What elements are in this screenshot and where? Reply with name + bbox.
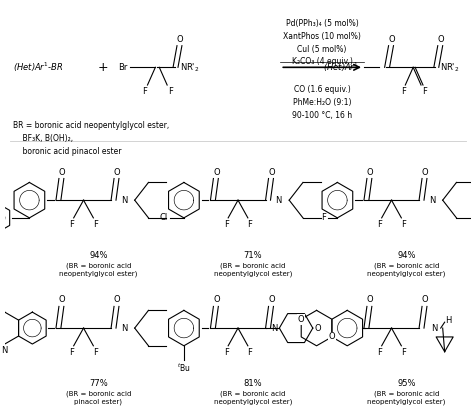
Text: (BR = boronic acid
neopentylglycol ester): (BR = boronic acid neopentylglycol ester… <box>214 390 292 405</box>
Text: $^t$Bu: $^t$Bu <box>177 362 191 374</box>
Text: (Het)Ar$^1$-BR: (Het)Ar$^1$-BR <box>13 60 63 74</box>
Text: 94%: 94% <box>89 251 108 260</box>
Text: O: O <box>177 35 183 44</box>
Text: F: F <box>422 87 428 96</box>
Text: (Het)Ar$^1$: (Het)Ar$^1$ <box>323 60 359 74</box>
Text: 90-100 °C, 16 h: 90-100 °C, 16 h <box>292 110 352 120</box>
Text: F: F <box>321 213 326 222</box>
Text: N: N <box>429 196 435 205</box>
Text: O: O <box>213 295 219 304</box>
Text: F: F <box>69 348 74 357</box>
Text: O: O <box>388 35 395 44</box>
Text: N: N <box>275 196 282 205</box>
Text: O: O <box>298 315 304 324</box>
Text: F: F <box>93 348 98 357</box>
Text: O: O <box>366 168 373 176</box>
Text: F: F <box>401 348 406 357</box>
Text: F: F <box>247 220 252 229</box>
Text: F: F <box>142 87 147 96</box>
Text: (BR = boronic acid
neopentylglycol ester): (BR = boronic acid neopentylglycol ester… <box>214 262 292 277</box>
Text: O: O <box>59 168 65 176</box>
Text: F: F <box>401 220 406 229</box>
Text: O: O <box>114 168 120 176</box>
Text: PhMe:H₂O (9:1): PhMe:H₂O (9:1) <box>293 98 351 107</box>
Text: NR'$_2$: NR'$_2$ <box>440 61 459 74</box>
Text: XantPhos (10 mol%): XantPhos (10 mol%) <box>283 32 361 41</box>
Text: (BR = boronic acid
neopentylglycol ester): (BR = boronic acid neopentylglycol ester… <box>367 262 446 277</box>
Text: Cl: Cl <box>160 213 168 222</box>
Text: N: N <box>1 346 8 355</box>
Text: +: + <box>98 61 109 74</box>
Text: (BR = boronic acid
neopentylglycol ester): (BR = boronic acid neopentylglycol ester… <box>59 262 137 277</box>
Text: F: F <box>224 348 228 357</box>
Text: O: O <box>59 295 65 304</box>
Text: F: F <box>401 87 406 96</box>
Text: BF₃K, B(OH)₂,: BF₃K, B(OH)₂, <box>13 134 73 143</box>
Text: H: H <box>445 316 451 325</box>
Text: F: F <box>224 220 228 229</box>
Text: N: N <box>121 196 128 205</box>
Text: CuI (5 mol%): CuI (5 mol%) <box>298 45 347 53</box>
Text: CO (1.6 equiv.): CO (1.6 equiv.) <box>294 85 350 94</box>
Text: 81%: 81% <box>244 379 262 388</box>
Text: boronic acid pinacol ester: boronic acid pinacol ester <box>13 147 121 156</box>
Text: O: O <box>315 323 321 333</box>
Text: K₂CO₃ (4 equiv.): K₂CO₃ (4 equiv.) <box>292 58 353 66</box>
Text: O: O <box>268 295 275 304</box>
Text: O: O <box>422 295 428 304</box>
Text: 71%: 71% <box>244 251 262 260</box>
Text: (BR = boronic acid
pinacol ester): (BR = boronic acid pinacol ester) <box>65 390 131 405</box>
Text: O: O <box>114 295 120 304</box>
Text: F: F <box>93 220 98 229</box>
Text: N: N <box>431 323 437 333</box>
Text: F: F <box>69 220 74 229</box>
Text: F: F <box>377 220 382 229</box>
Text: 94%: 94% <box>397 251 416 260</box>
Text: O: O <box>438 35 444 44</box>
Text: 95%: 95% <box>397 379 416 388</box>
Text: (BR = boronic acid
neopentylglycol ester): (BR = boronic acid neopentylglycol ester… <box>367 390 446 405</box>
Text: O: O <box>328 333 335 341</box>
Text: 77%: 77% <box>89 379 108 388</box>
Text: O: O <box>213 168 219 176</box>
Text: Br: Br <box>118 63 128 72</box>
Text: Pd(PPh₃)₄ (5 mol%): Pd(PPh₃)₄ (5 mol%) <box>286 19 358 28</box>
Text: BR = boronic acid neopentylglycol ester,: BR = boronic acid neopentylglycol ester, <box>13 121 169 131</box>
Text: N: N <box>121 323 128 333</box>
Text: O: O <box>422 168 428 176</box>
Text: N: N <box>271 323 277 333</box>
Text: F: F <box>377 348 382 357</box>
Text: O: O <box>366 295 373 304</box>
Text: F: F <box>168 87 173 96</box>
Text: F: F <box>247 348 252 357</box>
Text: NR'$_2$: NR'$_2$ <box>180 61 200 74</box>
Text: O: O <box>268 168 275 176</box>
